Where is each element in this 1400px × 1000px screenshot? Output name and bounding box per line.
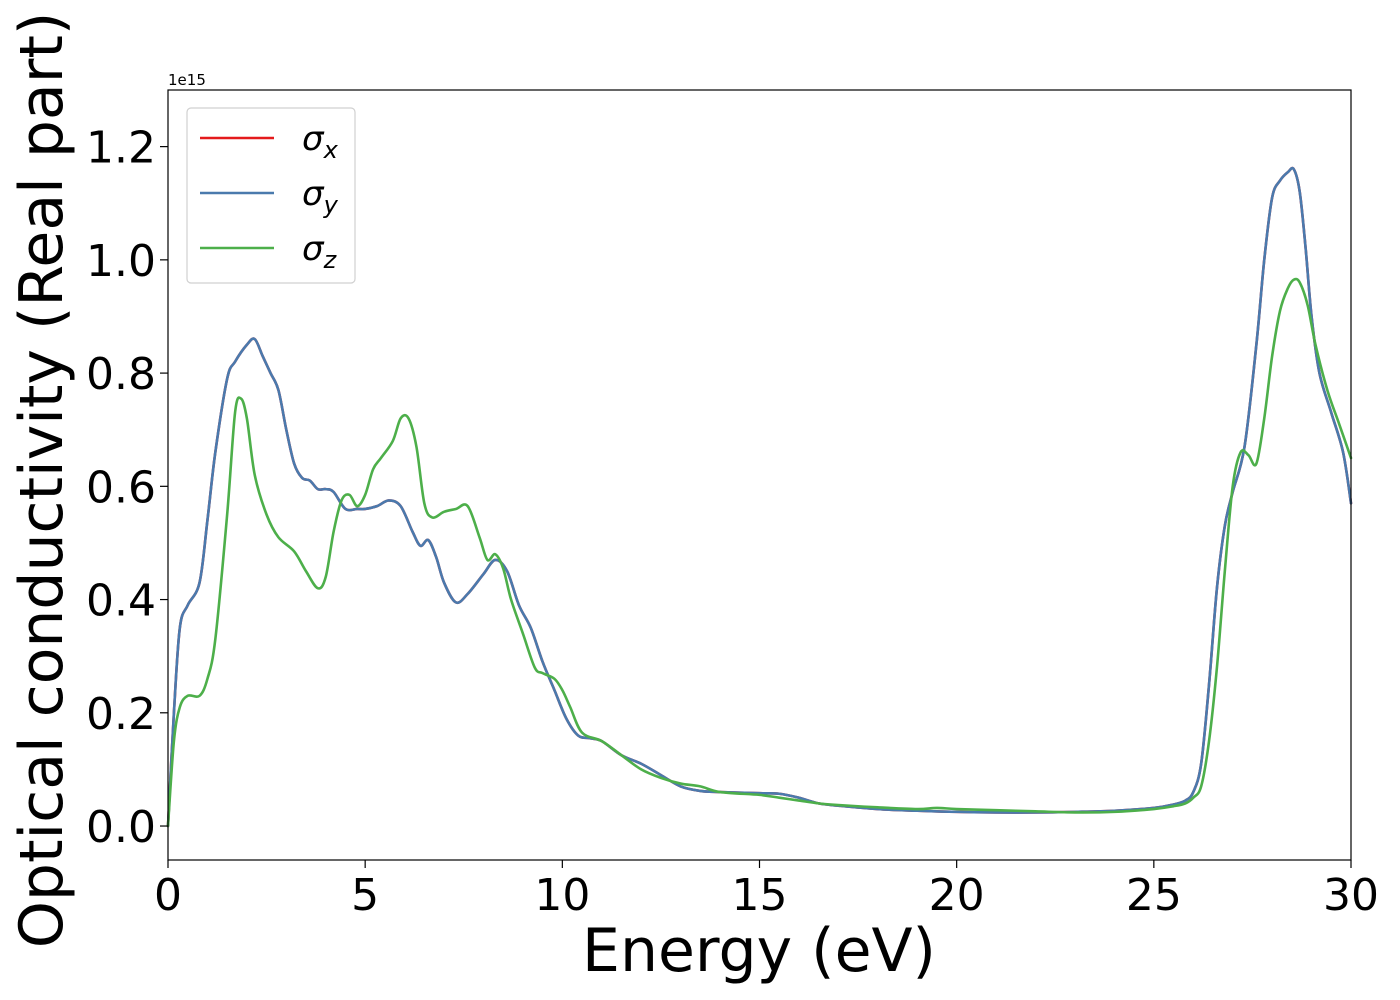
x-axis-ticks: 0 5 10 15 20 25 30 bbox=[154, 860, 1379, 921]
legend-label-y: σy bbox=[302, 174, 339, 219]
y-tick-label: 0.6 bbox=[86, 462, 156, 513]
legend-items: σx σy σz bbox=[200, 119, 339, 274]
legend-label-x: σx bbox=[302, 119, 339, 164]
y-tick-label: 0.4 bbox=[86, 576, 156, 627]
x-tick-label: 30 bbox=[1323, 870, 1379, 921]
series-layer bbox=[166, 166, 1353, 828]
x-tick-label: 15 bbox=[732, 870, 788, 921]
x-tick-label: 5 bbox=[351, 870, 379, 921]
y-tick-label: 1.2 bbox=[86, 123, 156, 174]
x-tick-label: 0 bbox=[154, 870, 182, 921]
legend: σx σy σz bbox=[186, 107, 356, 284]
y-tick-label: 1.0 bbox=[86, 236, 156, 287]
x-axis-label: Energy (eV) bbox=[582, 916, 936, 986]
series-line-z bbox=[166, 277, 1353, 828]
x-tick-label: 25 bbox=[1126, 870, 1182, 921]
legend-label-z: σz bbox=[302, 229, 338, 274]
x-tick-label: 10 bbox=[534, 870, 590, 921]
y-tick-label: 0.8 bbox=[86, 349, 156, 400]
y-offset-label: 1e15 bbox=[168, 71, 206, 89]
y-axis-ticks: 0.0 0.2 0.4 0.6 0.8 1.0 1.2 bbox=[86, 123, 168, 853]
y-axis-label: Optical conductivity (Real part) bbox=[7, 12, 77, 949]
y-tick-label: 0.0 bbox=[86, 802, 156, 853]
y-tick-label: 0.2 bbox=[86, 689, 156, 740]
legend-box bbox=[186, 107, 356, 284]
x-tick-label: 20 bbox=[929, 870, 985, 921]
